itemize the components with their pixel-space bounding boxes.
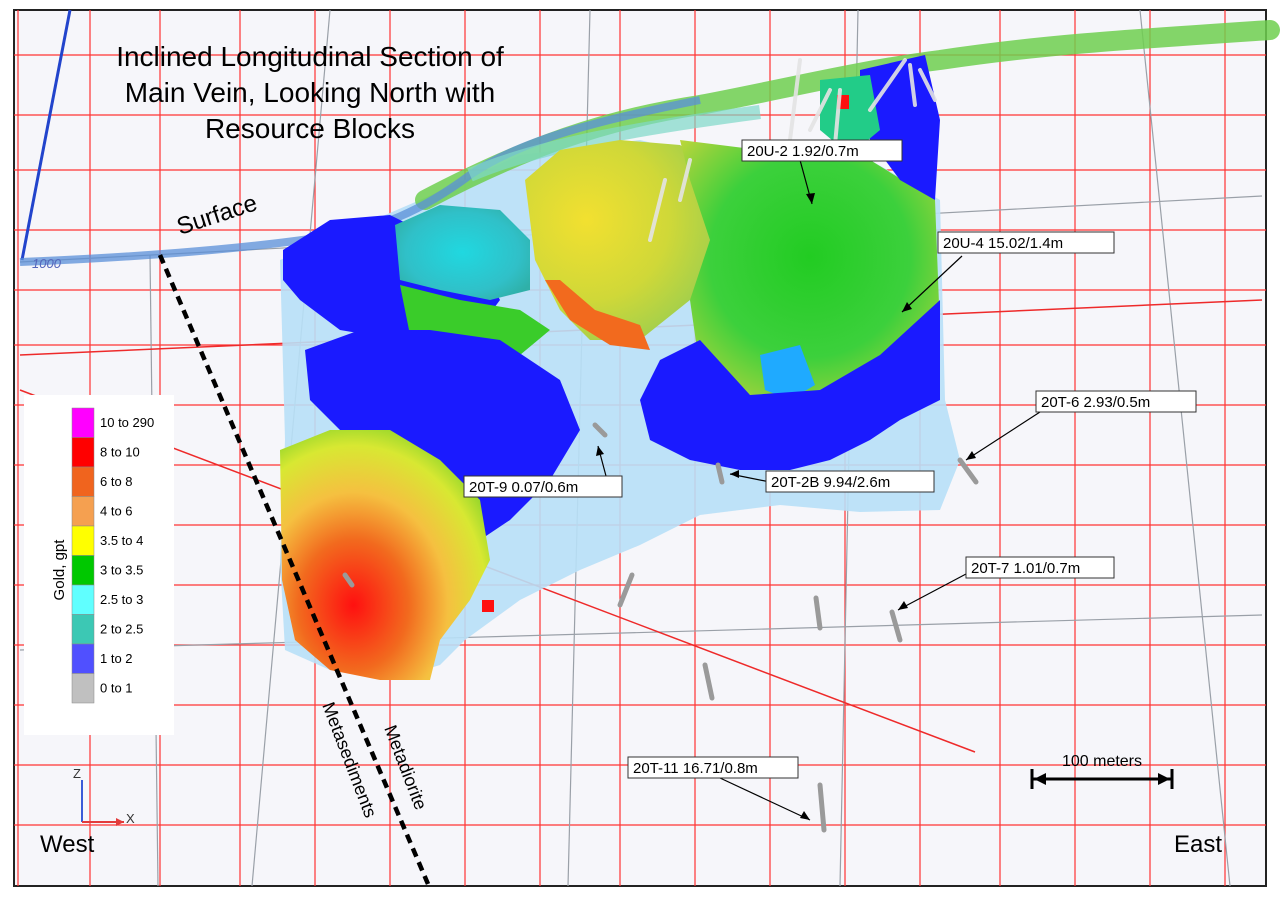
legend-swatch (71, 584, 95, 615)
callout-20T-2B: 20T-2B 9.94/2.6m (765, 470, 935, 493)
legend-class-label: 2 to 2.5 (100, 621, 143, 636)
lithology-contact (157, 254, 431, 885)
block-center (525, 140, 730, 340)
callout-20T-11: 20T-11 16.71/0.8m (627, 756, 799, 779)
callout-20U-4: 20U-4 15.02/1.4m (937, 231, 1115, 254)
block-east-lower (640, 300, 940, 470)
block-cyan (395, 205, 530, 300)
legend-swatch (71, 437, 95, 468)
legend-panel (24, 395, 174, 735)
legend-swatch (71, 407, 95, 438)
legend-title: Gold, gpt (51, 539, 68, 601)
legend-class-label: 3 to 3.5 (100, 562, 143, 577)
label-20T-11: 20T-11 16.71/0.8m (633, 760, 758, 777)
title-line-2: Main Vein, Looking North with (125, 77, 495, 108)
scale-bar: 100 meters (1030, 753, 1174, 789)
title-line-3: Resource Blocks (205, 113, 415, 144)
legend-class-label: 6 to 8 (100, 474, 133, 489)
legend-swatch (71, 525, 95, 556)
label-west: West (40, 831, 95, 858)
west-boundary-line (20, 9, 72, 261)
legend-class-label: 1 to 2 (100, 651, 133, 666)
grade-legend: 10 to 290 8 to 10 6 to 8 4 to 6 3.5 to 4 3 to… (24, 395, 174, 735)
legend-swatch (71, 496, 95, 527)
block-high-grade (280, 430, 490, 680)
underground-fan (648, 58, 937, 242)
label-20U-2: 20U-2 1.92/0.7m (747, 143, 859, 160)
callout-20T-9: 20T-9 0.07/0.6m (463, 475, 623, 498)
title-line-1: Inclined Longitudinal Section of (116, 41, 504, 72)
legend-class-label: 2.5 to 3 (100, 592, 143, 607)
callout-20T-6: 20T-6 2.93/0.5m (1035, 390, 1197, 413)
axis-x-label: X (126, 811, 135, 826)
callout-20U-2: 20U-2 1.92/0.7m (741, 139, 903, 162)
map-title: Inclined Longitudinal Section of Main Ve… (116, 41, 504, 144)
callout-arrowheads (596, 193, 976, 820)
elevation-label: 1000 (32, 256, 62, 271)
legend-class-label: 10 to 290 (100, 415, 154, 430)
block-center-orange (545, 280, 650, 350)
surface-trace-upper (467, 105, 761, 182)
block-cyan-east (760, 345, 815, 400)
scale-bar-label: 100 meters (1062, 753, 1142, 770)
label-20T-2B: 20T-2B 9.94/2.6m (771, 474, 890, 491)
legend-class-label: 8 to 10 (100, 444, 140, 459)
legend-swatch (71, 614, 95, 645)
block-northeast (860, 55, 940, 200)
axes-triad: Z X (73, 766, 135, 826)
callout-20T-7: 20T-7 1.01/0.7m (965, 556, 1115, 579)
label-20U-4: 20U-4 15.02/1.4m (943, 235, 1063, 252)
label-20T-7: 20T-7 1.01/0.7m (971, 560, 1080, 577)
drillhole-traces (342, 422, 979, 833)
resource-blocks (280, 55, 940, 680)
block-red-cell (482, 600, 494, 612)
block-east (680, 140, 940, 400)
legend-swatch (71, 643, 95, 674)
axis-z-label: Z (73, 766, 81, 781)
legend-class-label: 0 to 1 (100, 680, 133, 695)
legend-class-label: 3.5 to 4 (100, 533, 143, 548)
legend-swatch (71, 673, 95, 704)
label-20T-6: 20T-6 2.93/0.5m (1041, 394, 1150, 411)
label-20T-9: 20T-9 0.07/0.6m (469, 479, 578, 496)
legend-swatch (71, 466, 95, 497)
label-east: East (1174, 831, 1222, 858)
legend-class-label: 4 to 6 (100, 503, 133, 518)
legend-swatch (71, 555, 95, 586)
legend-swatches: 10 to 290 8 to 10 6 to 8 4 to 6 3.5 to 4 3 to… (71, 407, 154, 704)
